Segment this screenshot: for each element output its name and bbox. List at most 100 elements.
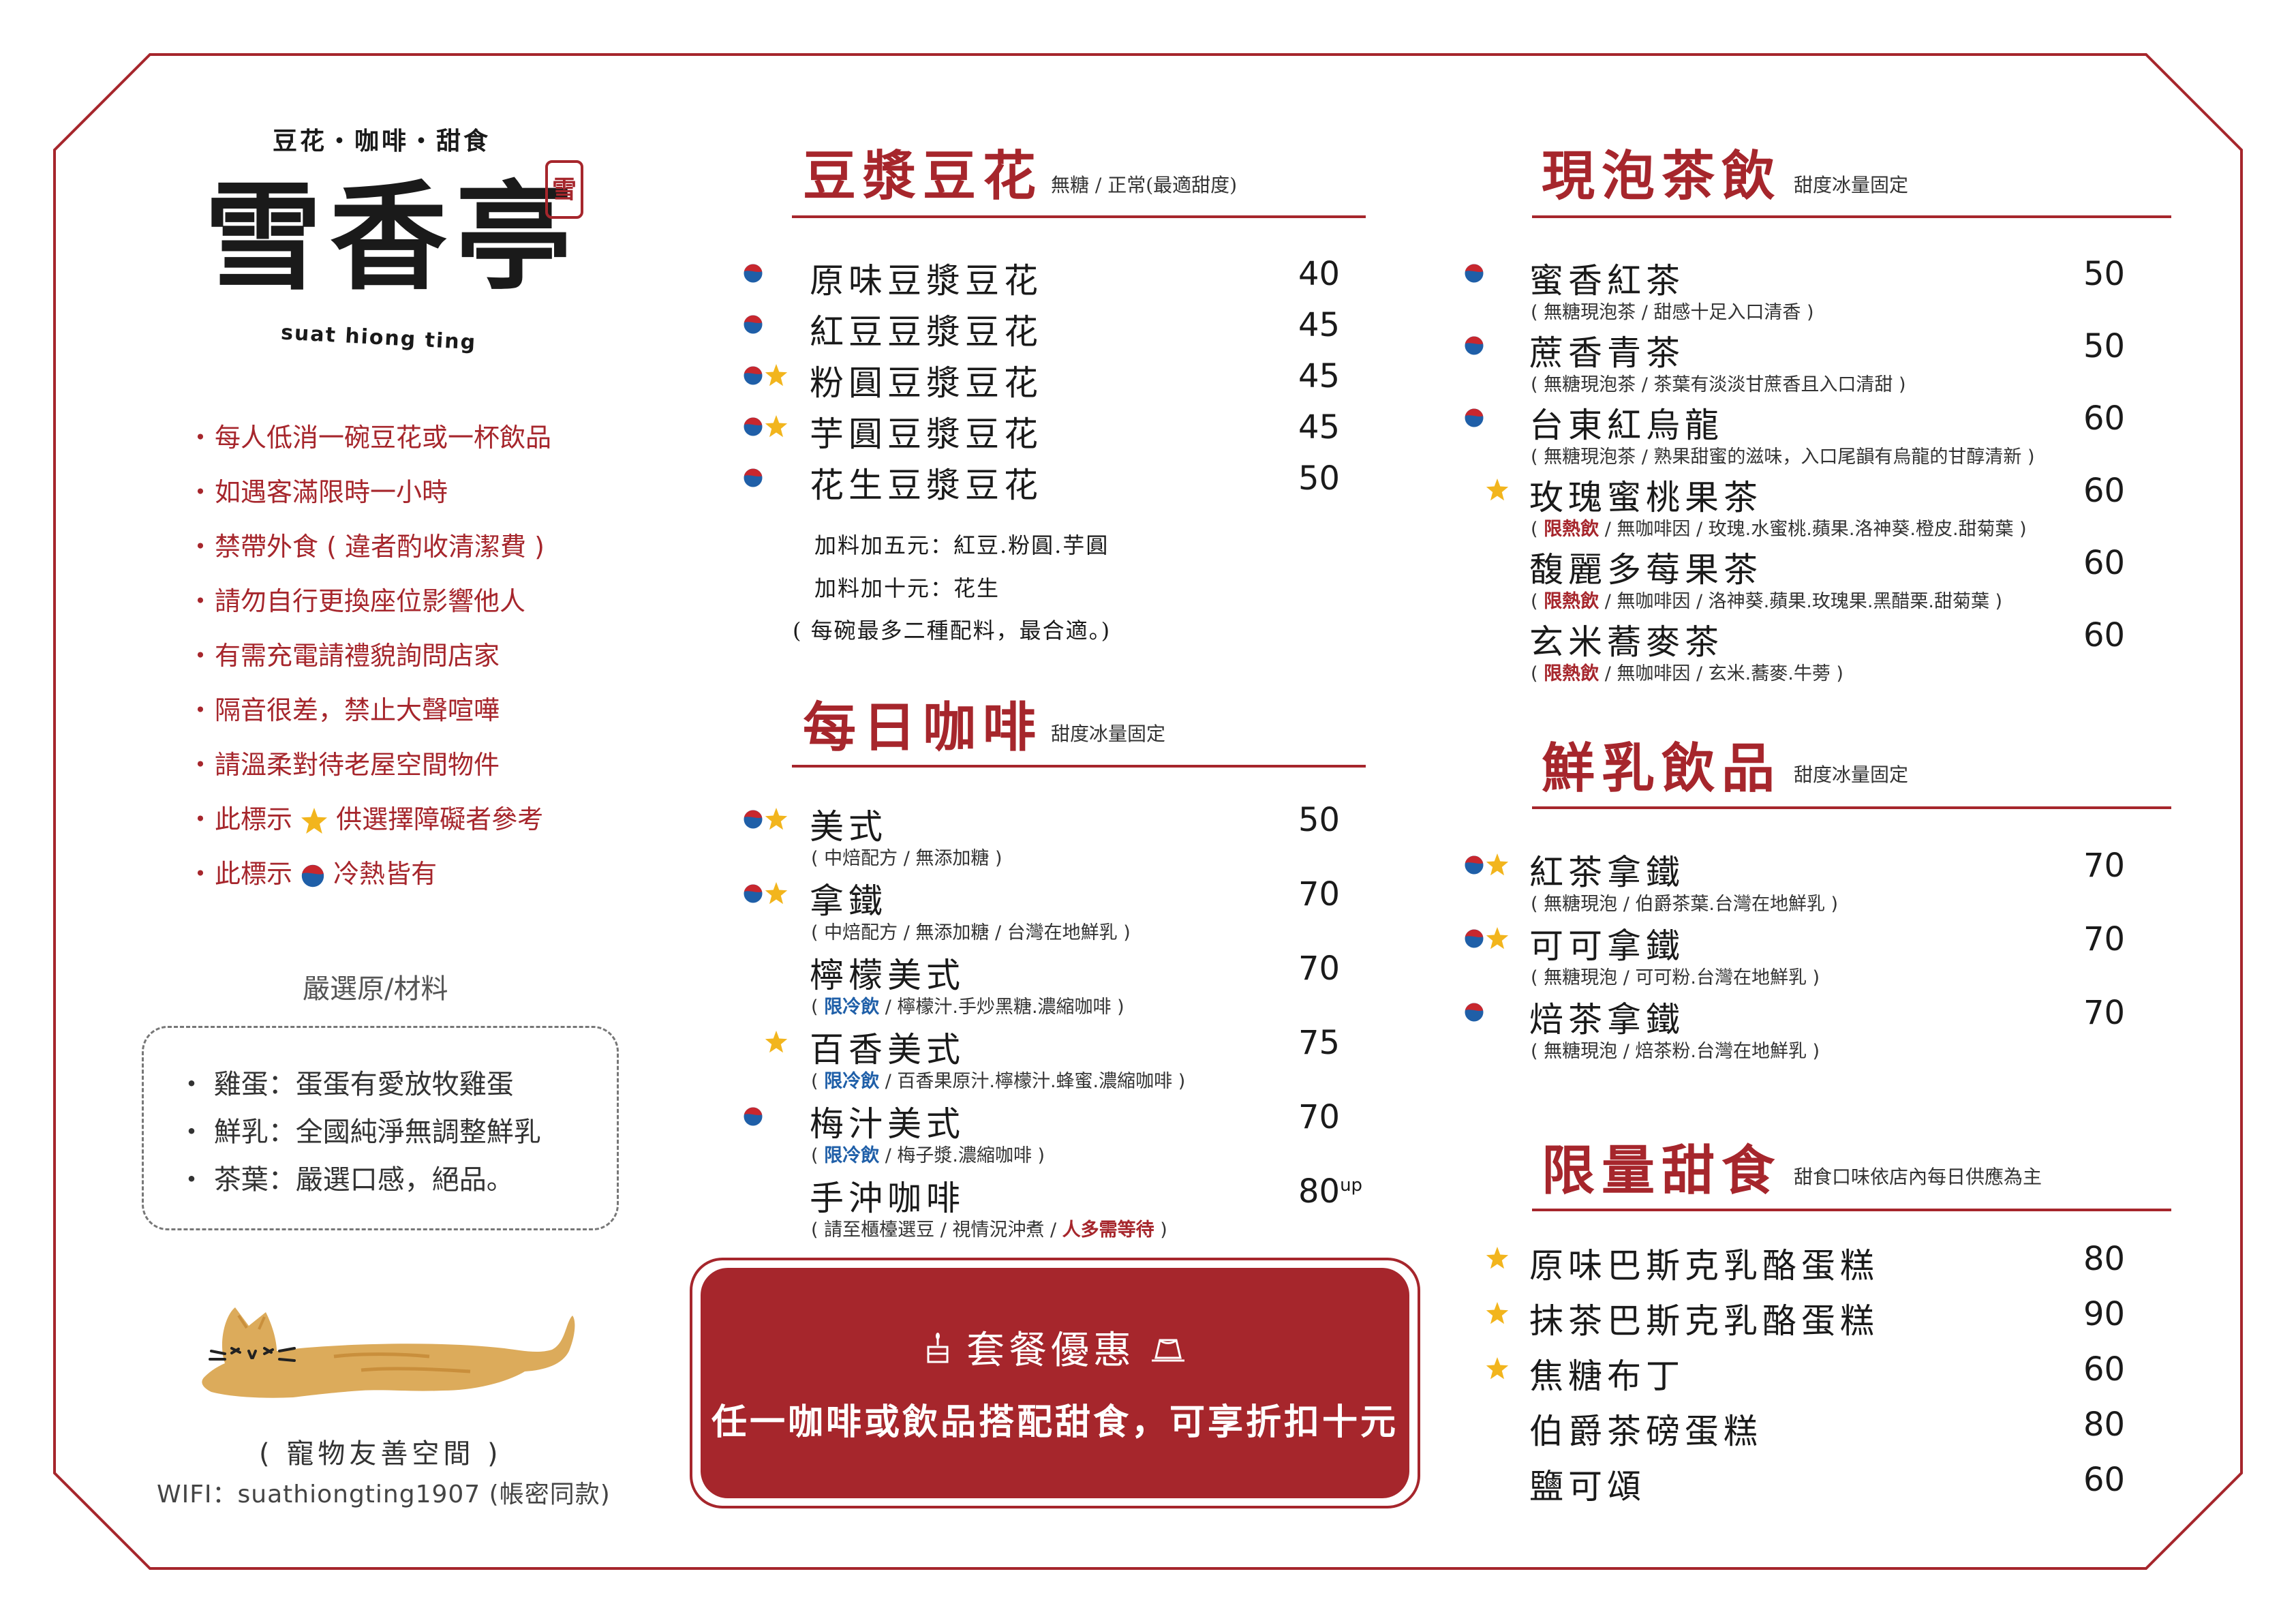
- rule-text: 供選擇障礙者參考: [328, 804, 544, 834]
- menu-item-price: 80: [2083, 1406, 2126, 1444]
- brand-tagline: 豆花・咖啡・甜食: [273, 127, 491, 155]
- menu-item-price: 50: [2083, 255, 2126, 293]
- brand-name: 雪香亭: [204, 168, 581, 306]
- menu-item-description: ( 限熱飲 / 無咖啡因 / 玫瑰.水蜜桃.蘋果.洛神葵.橙皮.甜菊葉 ): [1531, 519, 2027, 540]
- addon-note: 加料加十元：花生: [814, 575, 1000, 601]
- bullet: ・: [187, 750, 214, 780]
- bullet: ・: [187, 586, 214, 616]
- rule-text: 此標示: [215, 804, 301, 834]
- price-suffix: up: [1340, 1175, 1363, 1196]
- menu-item-price: 50: [1298, 801, 1341, 839]
- menu-item-description: ( 限熱飲 / 無咖啡因 / 玄米.蕎麥.牛蒡 ): [1531, 663, 1843, 684]
- section-note-coffee: 甜度冰量固定: [1051, 723, 1166, 745]
- menu-item-description: ( 無糖現泡茶 / 甜感十足入口清香 ): [1531, 302, 1814, 323]
- menu-item-name: 粉圓豆漿豆花: [810, 363, 1043, 403]
- rule-text: 冷熱皆有: [325, 859, 438, 889]
- pudding-icon: [1149, 1331, 1187, 1376]
- star-icon: [301, 807, 328, 834]
- menu-item-name: 抹茶巴斯克乳酪蛋糕: [1529, 1301, 1879, 1341]
- menu-item-name: 蜜香紅茶: [1529, 261, 1685, 301]
- rule-text: 請勿自行更換座位影響他人: [215, 586, 526, 616]
- addon-note: 加料加五元：紅豆.粉圓.芋圓: [814, 532, 1109, 558]
- hot-cold-icon: [301, 864, 324, 887]
- bullet: ・: [187, 641, 214, 671]
- menu-item-name: 拿鐵: [810, 881, 887, 921]
- menu-item-price: 45: [1298, 306, 1341, 344]
- menu-item-name: 美式: [810, 807, 887, 847]
- hot-cold-icon: [1465, 929, 1484, 948]
- rule-item: ・禁帶外食 ( 違者酌收清潔費 ): [187, 526, 664, 581]
- star-icon: [1486, 1302, 1509, 1324]
- menu-item-description: ( 中焙配方 / 無添加糖 / 台灣在地鮮乳 ): [811, 922, 1131, 943]
- menu-item-price: 80up: [1298, 1172, 1363, 1211]
- section-title-milk: 鮮乳飲品: [1542, 738, 1782, 800]
- menu-item-price: 70: [2083, 920, 2126, 958]
- section-divider: [1532, 1209, 2171, 1211]
- menu-item-name: 芋圓豆漿豆花: [810, 414, 1043, 454]
- cat-illustration: [202, 1307, 575, 1398]
- section-title-coffee: 每日咖啡: [803, 697, 1043, 759]
- wifi-info: WIFI：suathiongting1907 (帳密同款): [157, 1481, 611, 1508]
- hot-cold-icon: [744, 468, 763, 487]
- section-note-douhua: 無糖 / 正常(最適甜度): [1051, 174, 1238, 196]
- menu-item-description: ( 無糖現泡茶 / 熟果甜蜜的滋味，入口尾韻有烏龍的甘醇清新 ): [1531, 446, 2035, 468]
- hot-cold-icon: [1465, 336, 1484, 355]
- rule-text: 如遇客滿限時一小時: [215, 477, 448, 507]
- menu-item-description: ( 限熱飲 / 無咖啡因 / 洛神葵.蘋果.玫瑰果.黑醋栗.甜菊葉 ): [1531, 591, 2003, 612]
- menu-item-price: 60: [2083, 1350, 2126, 1389]
- bullet: ・: [187, 695, 214, 725]
- menu-item-name: 焙茶拿鐵: [1529, 1000, 1685, 1040]
- bullet: ・: [187, 804, 214, 834]
- star-icon: [1486, 1357, 1509, 1380]
- hot-cold-icon: [744, 315, 763, 334]
- rule-item: ・如遇客滿限時一小時: [187, 472, 664, 526]
- material-item: ・ 雞蛋：蛋蛋有愛放牧雞蛋: [178, 1069, 514, 1100]
- bullet: ・: [187, 859, 214, 889]
- bullet: ・: [187, 423, 214, 453]
- menu-item-name: 手沖咖啡: [810, 1179, 965, 1218]
- hot-cold-icon: [1465, 1003, 1484, 1022]
- menu-item-description: ( 限冷飲 / 梅子漿.濃縮咖啡 ): [811, 1145, 1045, 1166]
- menu-item-price: 40: [1298, 255, 1341, 293]
- section-divider: [792, 215, 1366, 218]
- rule-item: ・隔音很差，禁止大聲喧嘩: [187, 690, 664, 744]
- section-divider: [792, 765, 1366, 768]
- hot-cold-icon: [744, 884, 763, 903]
- section-divider: [1532, 215, 2171, 218]
- menu-item-price: 60: [2083, 472, 2126, 510]
- menu-item-price: 70: [1298, 875, 1341, 913]
- menu-item-price: 70: [1298, 1098, 1341, 1136]
- menu-item-price: 50: [2083, 327, 2126, 365]
- star-icon: [1486, 853, 1509, 876]
- menu-item-name: 伯爵茶磅蛋糕: [1529, 1412, 1762, 1451]
- star-icon: [765, 882, 788, 905]
- star-icon: [765, 1031, 788, 1053]
- rule-item: ・每人低消一碗豆花或一杯飲品: [187, 417, 664, 472]
- menu-item-name: 蔗香青茶: [1529, 333, 1685, 373]
- rule-item: ・此標示 供選擇障礙者參考: [187, 799, 664, 853]
- menu-item-price: 60: [2083, 544, 2126, 582]
- section-divider: [1532, 806, 2171, 809]
- menu-item-description: ( 無糖現泡茶 / 茶葉有淡淡甘蔗香且入口清甜 ): [1531, 374, 1906, 395]
- hot-cold-icon: [1465, 408, 1484, 427]
- rule-text: 隔音很差，禁止大聲喧嘩: [215, 695, 500, 725]
- menu-item-description: ( 限冷飲 / 百香果原汁.檸檬汁.蜂蜜.濃縮咖啡 ): [811, 1071, 1186, 1092]
- combo-banner: 套餐優惠 任一咖啡或飲品搭配甜食，可享折扣十元: [701, 1268, 1409, 1498]
- menu-item-name: 百香美式: [810, 1030, 965, 1070]
- menu-item-name: 紅豆豆漿豆花: [810, 312, 1043, 352]
- materials-title: 嚴選原/材料: [303, 973, 448, 1005]
- menu-item-name: 玫瑰蜜桃果茶: [1529, 478, 1762, 517]
- addon-note: ( 每碗最多二種配料，最合適。): [793, 618, 1112, 643]
- section-title-dessert: 限量甜食: [1542, 1140, 1782, 1202]
- menu-item-price: 70: [2083, 847, 2126, 885]
- rule-text: 禁帶外食 ( 違者酌收清潔費 ): [215, 532, 545, 562]
- menu-item-price: 60: [2083, 616, 2126, 654]
- bullet: ・: [187, 477, 214, 507]
- hot-cold-icon: [1465, 855, 1484, 875]
- menu-item-name: 梅汁美式: [810, 1104, 965, 1144]
- rule-item: ・此標示 冷熱皆有: [187, 853, 664, 908]
- rule-item: ・請勿自行更換座位影響他人: [187, 581, 664, 635]
- section-note-milk: 甜度冰量固定: [1794, 763, 1909, 786]
- hot-cold-icon: [744, 366, 763, 385]
